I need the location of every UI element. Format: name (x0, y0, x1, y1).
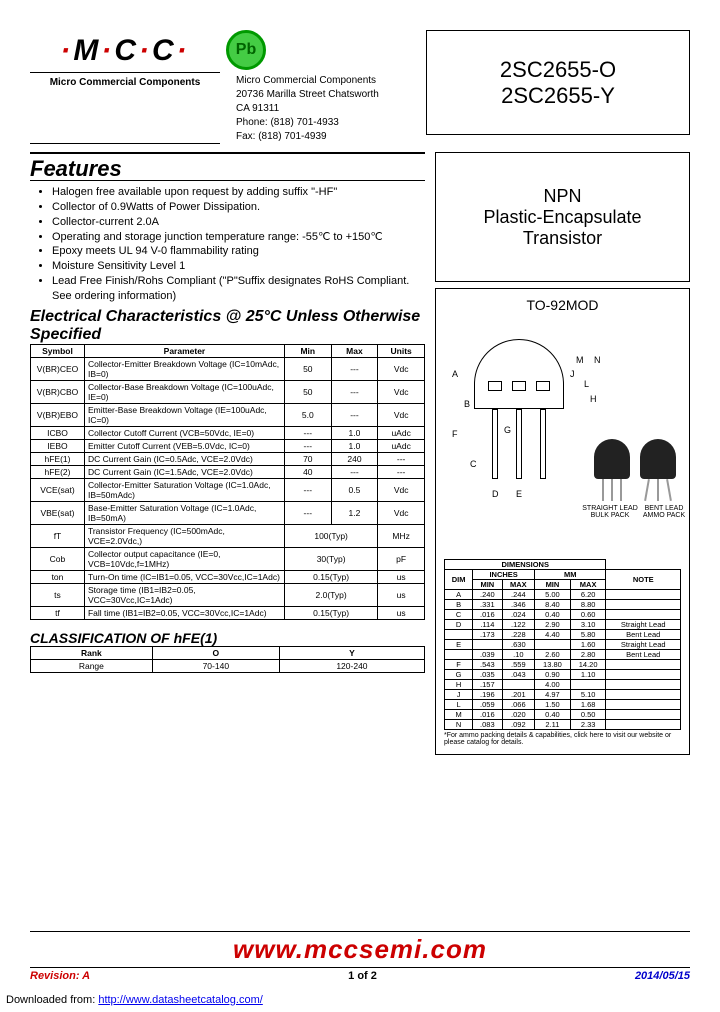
dim-row: G.035.0430.901.10 (445, 670, 681, 680)
dim-row: A.240.2445.006.20 (445, 590, 681, 600)
company-address: Micro Commercial Components 20736 Marill… (236, 74, 416, 144)
company-name: Micro Commercial Components (236, 74, 416, 88)
bent-lead-label: BENT LEAD AMMO PACK (640, 505, 688, 519)
header-row: ·M·C·C· Micro Commercial Components Pb M… (30, 30, 690, 144)
dim-row: F.543.55913.8014.20 (445, 660, 681, 670)
elec-char-heading: Electrical Characteristics @ 25°C Unless… (30, 308, 425, 344)
dim-row: J.196.2014.975.10 (445, 690, 681, 700)
ec-row: V(BR)CBOCollector-Base Breakdown Voltage… (31, 380, 425, 403)
desc-line2: Plastic-Encapsulate (483, 207, 641, 228)
ec-row: V(BR)CEOCollector-Emitter Breakdown Volt… (31, 357, 425, 380)
dim-row: H.1574.00 (445, 680, 681, 690)
ec-row: tonTurn-On time (IC=IB1=0.05, VCC=30Vcc,… (31, 570, 425, 583)
dim-row: .173.2284.405.80Bent Lead (445, 630, 681, 640)
company-addr1: 20736 Marilla Street Chatsworth (236, 88, 416, 102)
ec-row: VCE(sat)Collector-Emitter Saturation Vol… (31, 478, 425, 501)
ec-row: ICBOCollector Cutoff Current (VCB=50Vdc,… (31, 426, 425, 439)
feature-item: Halogen free available upon request by a… (52, 185, 425, 200)
feature-item: Moisture Sensitivity Level 1 (52, 259, 425, 274)
dimensions-note: *For ammo packing details & capabilities… (444, 732, 681, 746)
part-number-box: 2SC2655-O 2SC2655-Y (426, 30, 690, 135)
page-number: 1 of 2 (348, 970, 377, 982)
revision-label: Revision: A (30, 970, 90, 982)
dim-hdr: DIMENSIONS (445, 560, 606, 570)
part-number-2: 2SC2655-Y (501, 83, 615, 109)
download-link[interactable]: http://www.datasheetcatalog.com/ (98, 994, 262, 1006)
part-number-1: 2SC2655-O (500, 57, 616, 83)
ec-row: VBE(sat)Base-Emitter Saturation Voltage … (31, 501, 425, 524)
feature-item: Epoxy meets UL 94 V-0 flammability ratin… (52, 244, 425, 259)
ec-col: Units (378, 344, 425, 357)
features-list: Halogen free available upon request by a… (30, 185, 425, 304)
ec-row: tsStorage time (IB1=IB2=0.05, VCC=30Vcc,… (31, 583, 425, 606)
classification-table: RankOYRange70-140120-240 (30, 646, 425, 673)
dimensions-table: DIMENSIONSDIMINCHESMMNOTEMINMAXMINMAXA.2… (444, 559, 681, 730)
elec-char-table: SymbolParameterMinMaxUnitsV(BR)CEOCollec… (30, 344, 425, 620)
ec-row: IEBOEmitter Cutoff Current (VEB=5.0Vdc, … (31, 439, 425, 452)
logo-subtitle: Micro Commercial Components (30, 73, 220, 88)
dim-row: .039.102.602.80Bent Lead (445, 650, 681, 660)
logo-block: ·M·C·C· Micro Commercial Components Pb (30, 30, 266, 144)
dim-row: L.059.0661.501.68 (445, 700, 681, 710)
dim-row: C.016.0240.400.60 (445, 610, 681, 620)
dim-row: B.331.3468.408.80 (445, 600, 681, 610)
pb-free-icon: Pb (226, 30, 266, 70)
ec-col: Max (331, 344, 378, 357)
ec-col: Symbol (31, 344, 85, 357)
dim-row: E.6301.60Straight Lead (445, 640, 681, 650)
package-box: TO-92MOD A B C D E F G (435, 288, 690, 755)
feature-item: Collector-current 2.0A (52, 215, 425, 230)
company-addr2: CA 91311 (236, 102, 416, 116)
ec-row: hFE(2)DC Current Gain (IC=1.5Adc, VCE=2.… (31, 465, 425, 478)
desc-line1: NPN (543, 186, 581, 207)
feature-item: Operating and storage junction temperatu… (52, 230, 425, 245)
date-label: 2014/05/15 (635, 970, 690, 982)
ec-row: CobCollector output capacitance (IE=0, V… (31, 547, 425, 570)
ec-row: fTTransistor Frequency (IC=500mAdc, VCE=… (31, 524, 425, 547)
footer: www.mccsemi.com Revision: A 1 of 2 2014/… (30, 931, 690, 982)
package-drawing: A B C D E F G J L H M N (444, 319, 681, 559)
feature-item: Lead Free Finish/Rohs Compliant ("P"Suff… (52, 274, 425, 304)
logo-text: ·M·C·C· (30, 30, 220, 73)
company-fax: Fax: (818) 701-4939 (236, 130, 416, 144)
download-source: Downloaded from: http://www.datasheetcat… (6, 994, 263, 1006)
footer-url[interactable]: www.mccsemi.com (30, 931, 690, 968)
straight-lead-label: STRAIGHT LEAD BULK PACK (582, 505, 638, 519)
desc-line3: Transistor (523, 228, 602, 249)
package-title: TO-92MOD (444, 297, 681, 313)
dim-row: M.016.0200.400.50 (445, 710, 681, 720)
classification-heading: CLASSIFICATION OF hFE(1) (30, 630, 425, 646)
feature-item: Collector of 0.9Watts of Power Dissipati… (52, 200, 425, 215)
description-box: NPN Plastic-Encapsulate Transistor (435, 152, 690, 282)
ec-row: hFE(1)DC Current Gain (IC=0.5Adc, VCE=2.… (31, 452, 425, 465)
ec-col: Parameter (84, 344, 284, 357)
ec-row: V(BR)EBOEmitter-Base Breakdown Voltage (… (31, 403, 425, 426)
ec-row: tfFall time (IB1=IB2=0.05, VCC=30Vcc,IC=… (31, 606, 425, 619)
company-phone: Phone: (818) 701-4933 (236, 116, 416, 130)
dim-row: N.083.0922.112.33 (445, 720, 681, 730)
dim-row: D.114.1222.903.10Straight Lead (445, 620, 681, 630)
ec-col: Min (284, 344, 331, 357)
features-heading: Features (30, 152, 425, 182)
